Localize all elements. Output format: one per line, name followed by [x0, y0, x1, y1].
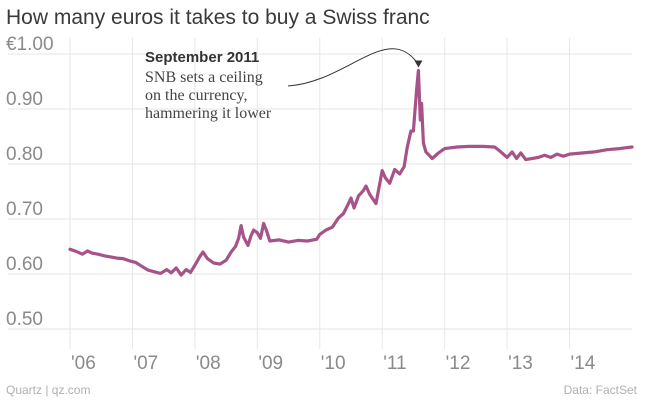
- y-tick-label: 0.70: [6, 199, 43, 220]
- annotation-line-1: SNB sets a ceiling: [145, 69, 263, 86]
- source-credit: Quartz | qz.com: [6, 383, 91, 397]
- x-tick-label: '08: [196, 353, 221, 374]
- x-tick-label: '09: [258, 353, 283, 374]
- data-source: Data: FactSet: [563, 383, 637, 397]
- y-tick-label: 0.80: [6, 144, 43, 165]
- y-tick-label: 0.90: [6, 89, 43, 110]
- x-tick-label: '13: [508, 353, 533, 374]
- annotation-arrow: [287, 48, 419, 87]
- y-tick-label: 0.50: [6, 309, 43, 330]
- x-tick-label: '12: [446, 353, 471, 374]
- annotation-arrowhead: [414, 60, 423, 68]
- gridlines-group: [8, 38, 632, 349]
- chart-title: How many euros it takes to buy a Swiss f…: [6, 6, 430, 29]
- x-tick-label: '11: [383, 353, 406, 374]
- annotation-group: September 2011 SNB sets a ceiling on the…: [145, 48, 423, 122]
- annotation-title: September 2011: [145, 49, 259, 66]
- x-tick-label: '07: [133, 353, 158, 374]
- annotation-line-2: on the currency,: [145, 87, 247, 104]
- y-tick-label: 0.60: [6, 254, 43, 275]
- annotation-line-3: hammering it lower: [145, 105, 272, 122]
- y-tick-labels: €1.00 0.90 0.80 0.70 0.60 0.50: [6, 34, 54, 330]
- x-tick-label: '14: [571, 353, 596, 374]
- x-tick-label: '06: [71, 353, 96, 374]
- y-tick-label: €1.00: [6, 34, 54, 55]
- x-tick-label: '10: [321, 353, 346, 374]
- series-line: [68, 68, 634, 277]
- x-tick-labels: '06 '07 '08 '09 '10 '11 '12 '13 '14: [71, 353, 596, 374]
